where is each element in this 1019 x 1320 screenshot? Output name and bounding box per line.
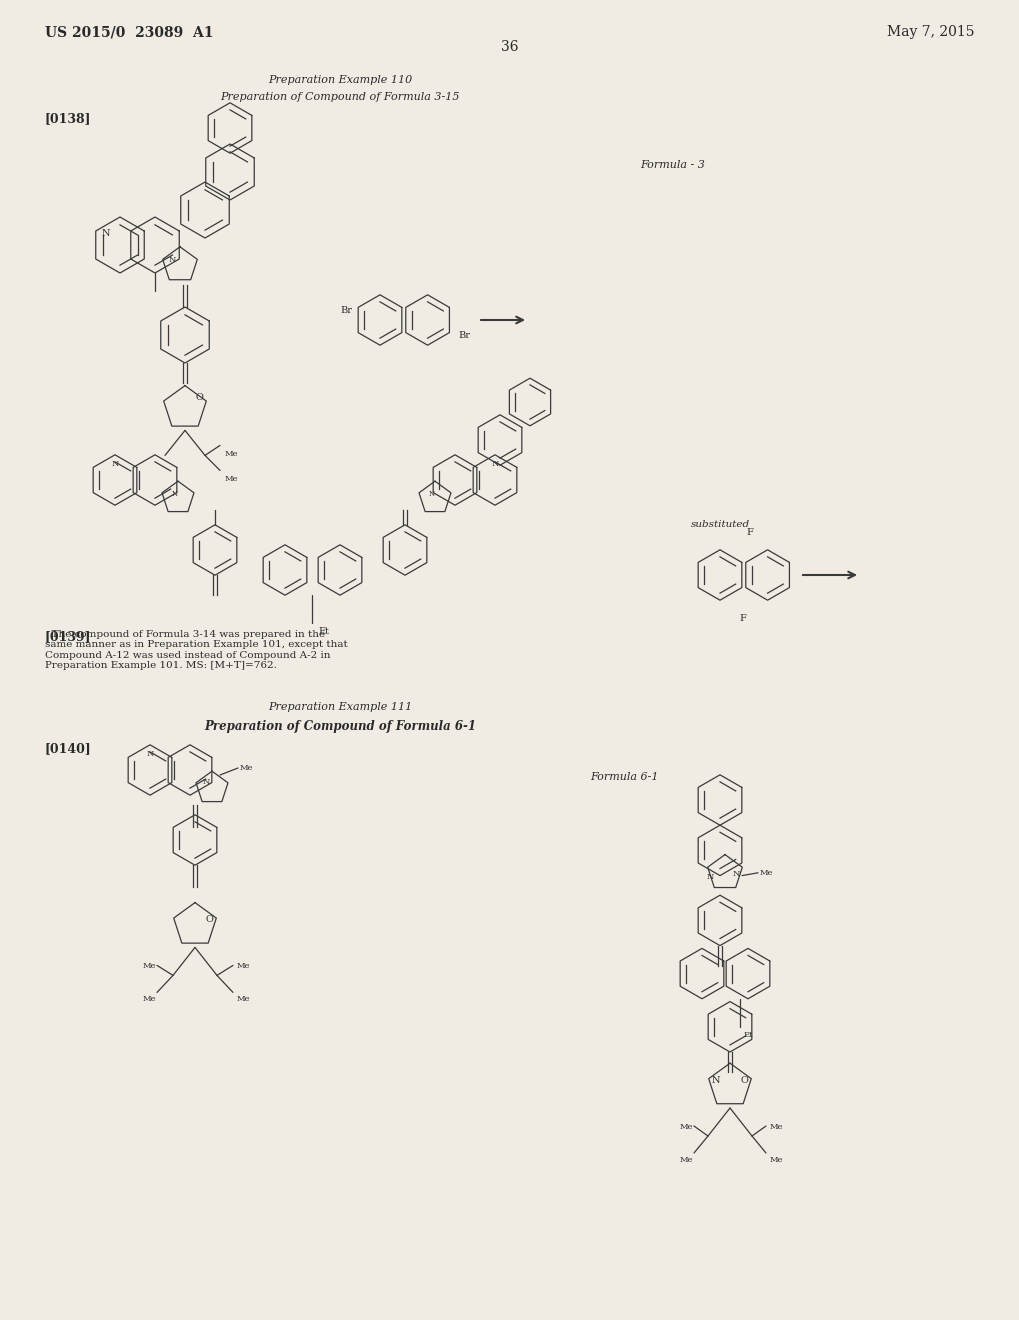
Text: N: N — [429, 490, 435, 498]
Text: Formula 6-1: Formula 6-1 — [589, 772, 658, 781]
Text: [0138]: [0138] — [45, 112, 92, 125]
Text: 36: 36 — [500, 40, 519, 54]
Text: Me: Me — [143, 962, 156, 970]
Text: Me: Me — [225, 475, 238, 483]
Text: Preparation Example 111: Preparation Example 111 — [268, 702, 412, 711]
Text: Preparation Example 110: Preparation Example 110 — [268, 75, 412, 84]
Text: Me: Me — [769, 1156, 783, 1164]
Text: O: O — [205, 915, 213, 924]
Text: Br: Br — [458, 331, 470, 341]
Text: Preparation of Compound of Formula 6-1: Preparation of Compound of Formula 6-1 — [204, 719, 476, 733]
Text: Et: Et — [318, 627, 329, 636]
Text: N: N — [732, 870, 739, 878]
Text: N: N — [146, 750, 154, 758]
Text: [0140]: [0140] — [45, 742, 92, 755]
Text: Br: Br — [340, 306, 352, 315]
Text: Me: Me — [143, 995, 156, 1003]
Text: F: F — [738, 614, 745, 623]
Text: substituted: substituted — [690, 520, 749, 529]
Text: N: N — [491, 459, 498, 469]
Text: Me: Me — [680, 1156, 693, 1164]
Text: Me: Me — [769, 1123, 783, 1131]
Text: May 7, 2015: May 7, 2015 — [887, 25, 974, 40]
Text: N: N — [102, 228, 110, 238]
Text: Me: Me — [759, 869, 772, 876]
Text: O: O — [740, 1076, 747, 1085]
Text: The compound of Formula 3-14 was prepared in the
same manner as in Preparation E: The compound of Formula 3-14 was prepare… — [45, 630, 347, 671]
Text: Formula - 3: Formula - 3 — [639, 160, 704, 170]
Text: Me: Me — [236, 962, 251, 970]
Text: Me: Me — [680, 1123, 693, 1131]
Text: N: N — [711, 1076, 719, 1085]
Text: O: O — [195, 393, 203, 403]
Text: N: N — [111, 459, 118, 469]
Text: Me: Me — [236, 995, 251, 1003]
Text: N: N — [705, 873, 713, 880]
Text: Et: Et — [743, 1031, 753, 1039]
Text: F: F — [746, 528, 753, 537]
Text: Me: Me — [225, 450, 238, 458]
Text: US 2015/0  23089  A1: US 2015/0 23089 A1 — [45, 25, 213, 40]
Text: N: N — [172, 490, 178, 498]
Text: N: N — [202, 777, 210, 785]
Text: [0139]: [0139] — [45, 630, 92, 643]
Text: N: N — [168, 256, 175, 264]
Text: Me: Me — [239, 764, 254, 772]
Text: Preparation of Compound of Formula 3-15: Preparation of Compound of Formula 3-15 — [220, 92, 460, 102]
